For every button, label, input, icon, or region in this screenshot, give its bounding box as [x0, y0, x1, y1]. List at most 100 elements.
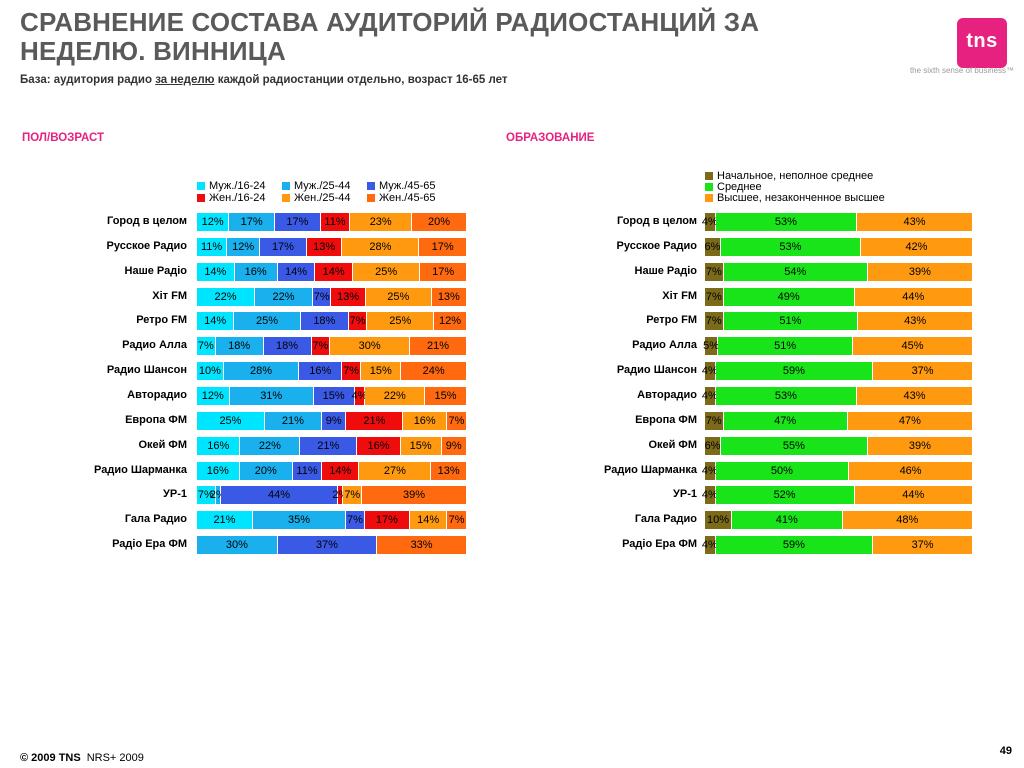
data-label: 7%: [705, 265, 722, 278]
category-label: Гала Радио: [124, 513, 187, 526]
data-label: 18%: [313, 315, 336, 328]
legend-swatch: [197, 182, 205, 190]
legend-item: Среднее: [705, 181, 762, 193]
stacked-bar: 14% 16% 14% 14% 25% 17%: [197, 262, 466, 281]
category-label: Хіт FM: [662, 289, 697, 302]
data-label: 44%: [268, 489, 291, 502]
legend-label: Высшее, незаконченное высшее: [717, 192, 885, 204]
data-label: 15%: [434, 389, 457, 402]
category-label: Русское Радио: [616, 239, 697, 252]
bar-segment: 7%: [197, 486, 216, 505]
data-label: 5%: [703, 340, 720, 353]
category-label: Ретро FM: [136, 314, 187, 327]
bar-segment: 16%: [299, 362, 343, 381]
data-label: 15%: [322, 389, 345, 402]
category-label: Наше Радіо: [124, 264, 187, 277]
legend-item: Муж./45-65: [367, 180, 436, 192]
data-label: 45%: [901, 340, 924, 353]
bar-segment: 7%: [705, 287, 724, 306]
stacked-bar: 7% 51% 43%: [705, 312, 972, 331]
data-label: 4%: [701, 464, 718, 477]
data-label: 17%: [375, 514, 398, 527]
data-label: 44%: [902, 290, 925, 303]
bar-segment: 20%: [412, 213, 466, 231]
bar-segment: 12%: [197, 213, 230, 231]
bar-segment: 28%: [223, 362, 300, 381]
legend-swatch: [367, 194, 375, 202]
data-label: 7%: [197, 340, 214, 353]
category-label: Радіо Ера ФМ: [112, 538, 187, 551]
base-description: База: аудитория радио за неделю каждой р…: [20, 74, 507, 86]
data-label: 39%: [908, 265, 931, 278]
data-label: 43%: [903, 216, 926, 228]
bar-segment: 31%: [229, 386, 314, 405]
bar-segment: 37%: [873, 362, 972, 381]
data-label: 53%: [774, 216, 797, 228]
data-label: 30%: [358, 340, 381, 353]
category-label: Русское Радио: [106, 239, 187, 252]
data-label: 33%: [410, 539, 433, 552]
bar-segment: 7%: [705, 312, 724, 331]
stacked-bar: 6% 53% 42%: [704, 237, 972, 256]
bar-segment: 27%: [359, 461, 432, 480]
stacked-bar: 16% 22% 21% 16% 15% 9%: [197, 436, 466, 455]
legend-item: Муж./25-44: [282, 180, 351, 192]
bar-segment: 45%: [853, 337, 972, 356]
bar-segment: 7%: [446, 411, 466, 430]
data-label: 4%: [701, 216, 718, 228]
bar-segment: 7%: [343, 486, 363, 505]
bar-segment: 59%: [715, 362, 874, 381]
data-label: 49%: [777, 290, 800, 303]
data-label: 50%: [770, 464, 793, 477]
bar-segment: 14%: [197, 262, 235, 281]
category-label: Европа ФМ: [635, 413, 697, 426]
data-label: 51%: [779, 315, 802, 328]
data-label: 4%: [701, 539, 718, 552]
data-label: 13%: [437, 464, 460, 477]
data-label: 14%: [204, 315, 227, 328]
data-label: 17%: [432, 265, 455, 278]
data-label: 15%: [409, 439, 432, 452]
category-label: Авторадио: [637, 388, 697, 401]
bar-segment: 24%: [401, 362, 466, 381]
bar-segment: 13%: [331, 287, 366, 306]
legend-swatch: [705, 172, 713, 180]
bar-segment: 4%: [701, 213, 718, 231]
bar-segment: 9%: [441, 436, 466, 455]
bar-segment: 30%: [197, 536, 278, 555]
data-label: 59%: [782, 539, 805, 552]
data-label: 7%: [705, 290, 722, 303]
category-label: Авторадио: [127, 388, 187, 401]
bar-segment: 16%: [197, 461, 240, 480]
category-label: Радио Шансон: [106, 364, 187, 377]
bar-segment: 17%: [419, 237, 466, 256]
stacked-bar: 6% 55% 39%: [705, 436, 972, 455]
data-label: 54%: [784, 265, 807, 278]
bar-segment: 16%: [403, 411, 447, 430]
data-label: 23%: [369, 216, 392, 228]
data-label: 14%: [285, 265, 308, 278]
stacked-bar: 11% 12% 17% 13% 28% 17%: [197, 237, 466, 256]
data-label: 7%: [343, 365, 360, 378]
bar-segment: 30%: [330, 337, 411, 356]
bar-segment: 14%: [197, 312, 235, 331]
bar-segment: 6%: [704, 237, 721, 256]
stacked-bar: 12% 31% 15% 4% 22% 15%: [197, 386, 466, 405]
bar-segment: 59%: [715, 536, 874, 555]
data-label: 17%: [271, 240, 294, 253]
data-label: 4%: [351, 389, 368, 402]
category-label: Радио Шарманка: [604, 463, 697, 476]
bar-segment: 10%: [705, 511, 732, 530]
bar-segment: 46%: [849, 461, 972, 480]
bar-segment: 7%: [342, 362, 362, 381]
bar-segment: 16%: [197, 436, 241, 455]
bar-segment: 47%: [847, 411, 972, 430]
data-label: 16%: [207, 439, 230, 452]
bar-segment: 22%: [365, 386, 426, 405]
bar-segment: 15%: [361, 362, 402, 381]
legend-label: Муж./45-65: [379, 180, 436, 192]
bar-segment: 17%: [364, 511, 411, 530]
stacked-bar: 4% 53% 43%: [702, 386, 972, 405]
legend-swatch: [282, 194, 290, 202]
bar-segment: 49%: [723, 287, 855, 306]
